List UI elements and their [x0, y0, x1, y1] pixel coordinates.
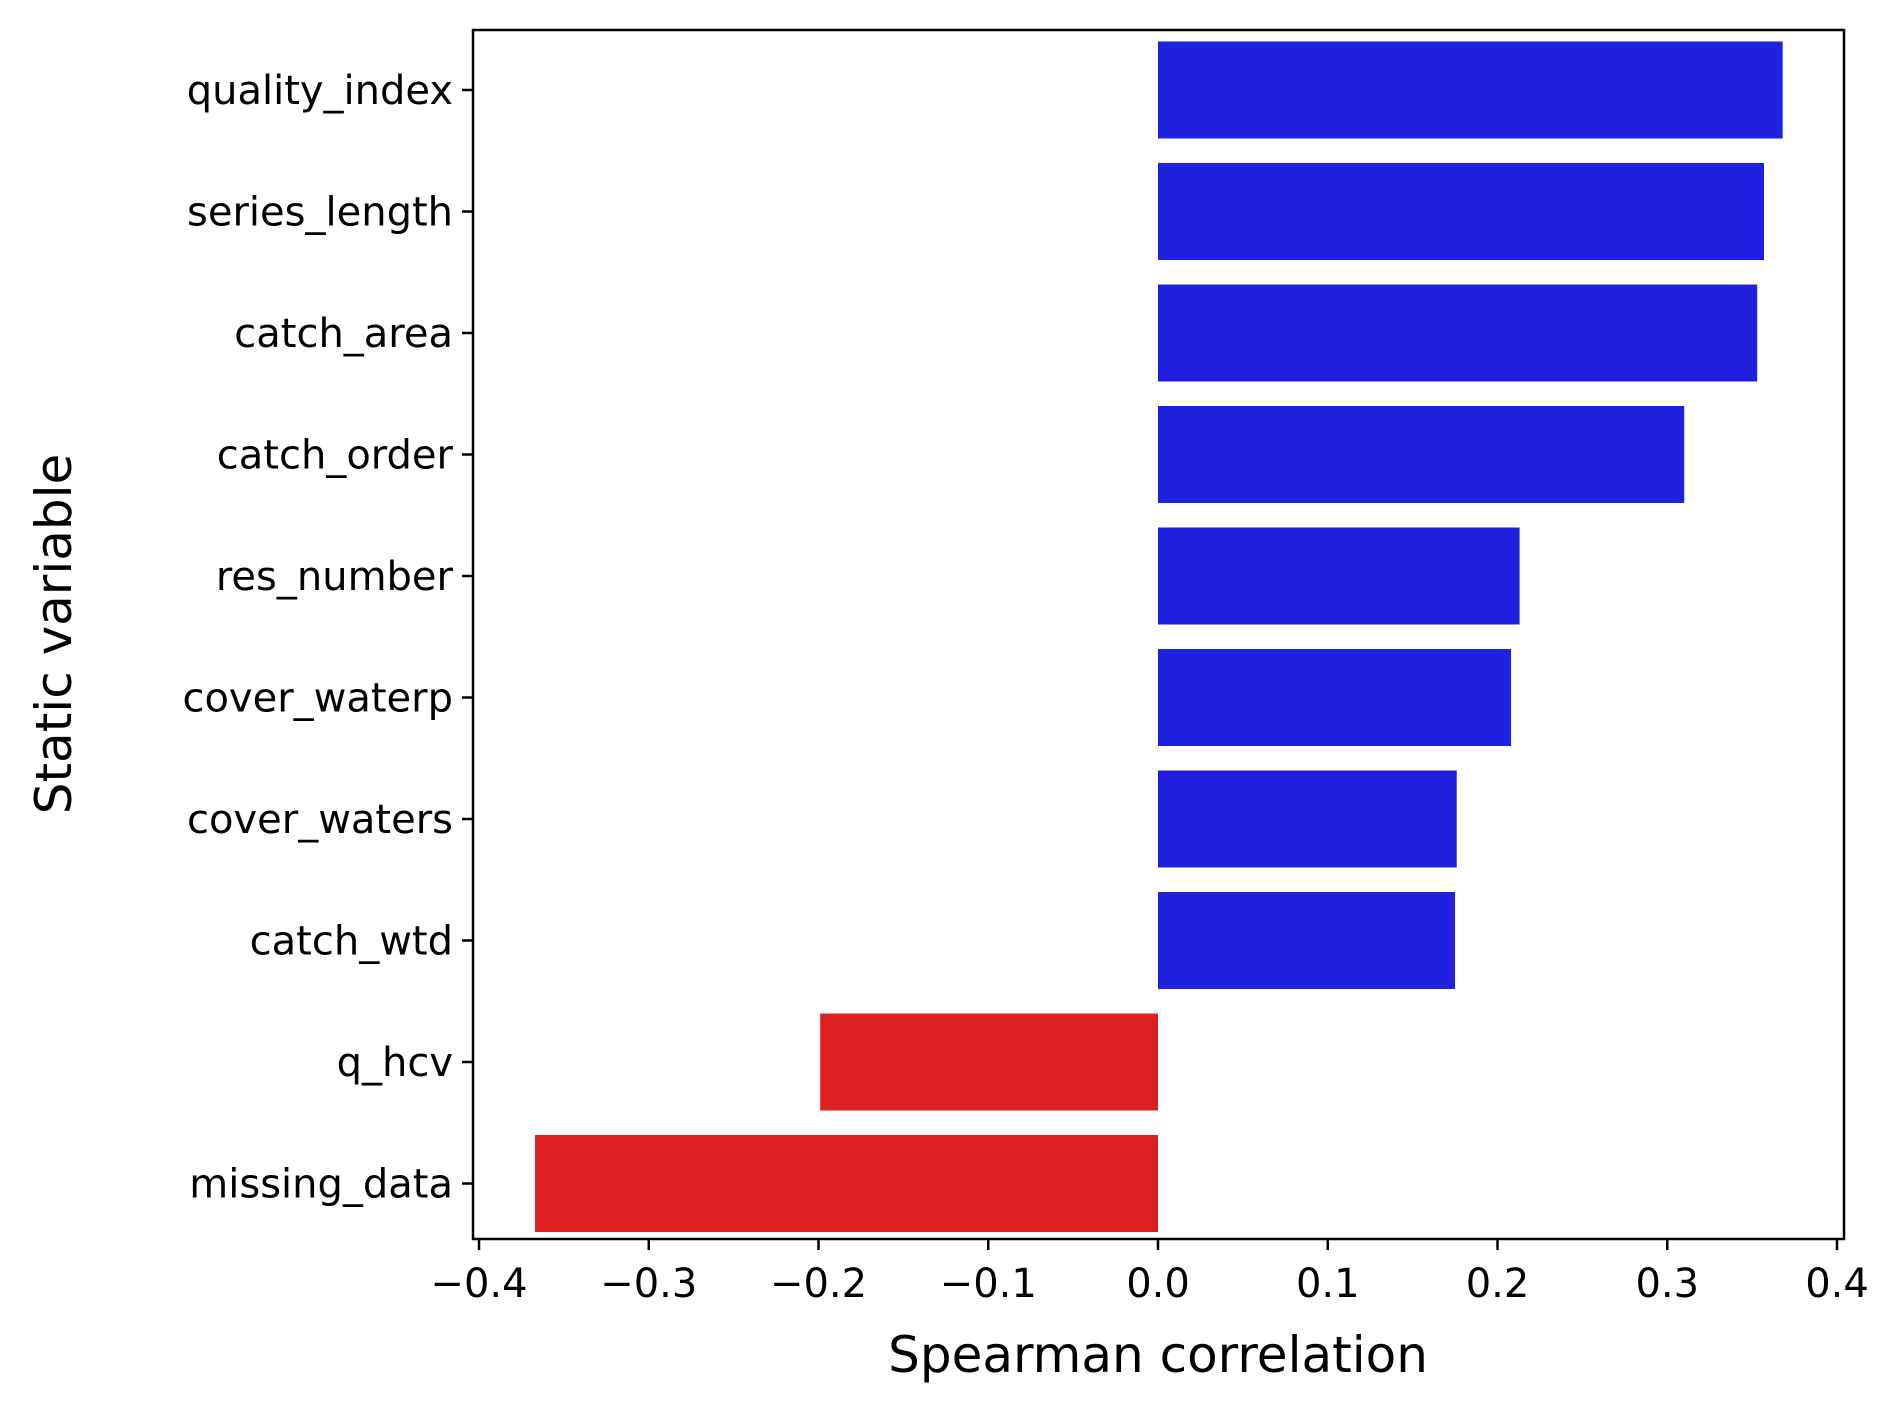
x-tick-label: 0.3	[1635, 1261, 1699, 1307]
y-tick-label: catch_area	[234, 311, 453, 357]
bar-missing-data	[535, 1135, 1158, 1232]
x-tick-label: 0.2	[1466, 1261, 1530, 1307]
bar-quality-index	[1158, 41, 1783, 139]
bar-series-length	[1158, 163, 1765, 260]
y-tick-label: series_length	[187, 190, 453, 236]
x-tick-label: −0.2	[770, 1261, 867, 1307]
x-tick-label: 0.0	[1126, 1261, 1190, 1307]
y-tick-label: quality_index	[187, 68, 453, 114]
y-tick-label: catch_order	[217, 433, 454, 479]
x-axis-ticks: −0.4 −0.3 −0.2 −0.1 0.0 0.1 0.2 0.3 0.4	[430, 1239, 1869, 1307]
bar-catch-wtd	[1158, 892, 1456, 989]
x-tick-label: −0.3	[600, 1261, 697, 1307]
x-tick-label: 0.1	[1296, 1261, 1360, 1307]
bar-catch-area	[1158, 284, 1758, 382]
y-tick-label: catch_wtd	[250, 919, 453, 965]
bar-catch-order	[1158, 406, 1685, 503]
x-tick-label: −0.4	[430, 1261, 527, 1307]
y-tick-label: res_number	[216, 554, 454, 600]
bar-cover-waterp	[1158, 649, 1512, 746]
y-axis-title: Static variable	[25, 454, 83, 815]
y-tick-label: q_hcv	[337, 1040, 453, 1086]
y-tick-label: missing_data	[189, 1162, 453, 1208]
x-axis-title: Spearman correlation	[888, 1326, 1428, 1384]
bar-q-hcv	[820, 1013, 1158, 1111]
y-axis-ticks: quality_index series_length catch_areacatc…	[182, 68, 473, 1208]
x-tick-label: −0.1	[940, 1261, 1037, 1307]
x-tick-label: 0.4	[1805, 1261, 1869, 1307]
y-tick-label: cover_waterp	[182, 676, 453, 722]
bar-cover-waters	[1158, 770, 1457, 868]
bar-res-number	[1158, 527, 1520, 625]
y-tick-label: cover_waters	[187, 797, 453, 843]
bars-group	[535, 41, 1783, 1232]
